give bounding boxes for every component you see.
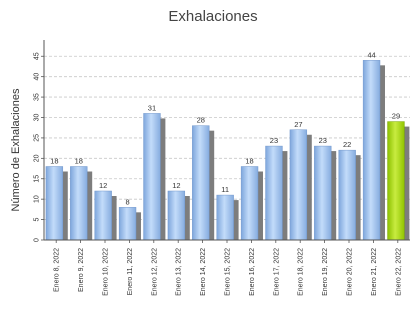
data-label: 27 [294, 120, 302, 129]
bars [45, 60, 410, 241]
data-label: 18 [245, 157, 253, 166]
data-label: 12 [172, 181, 180, 190]
bar [240, 166, 259, 241]
data-label: 22 [343, 140, 351, 149]
data-label: 8 [125, 197, 129, 206]
data-label: 12 [99, 181, 107, 190]
data-label: 29 [392, 112, 400, 121]
x-tick-label: Enero 13, 2022 [176, 248, 183, 296]
y-tick-label: 25 [34, 134, 41, 142]
x-tick-label: Enero 11, 2022 [127, 248, 134, 295]
x-tick-label: Enero 14, 2022 [200, 248, 207, 296]
bar [314, 145, 332, 241]
x-tick-label: Enero 17, 2022 [273, 248, 280, 296]
data-label: 28 [197, 116, 205, 125]
y-tick-label: 40 [34, 73, 41, 81]
bar [265, 145, 283, 241]
data-label: 31 [148, 103, 156, 112]
bar [289, 129, 308, 241]
chart-title: Exhalaciones [168, 8, 257, 25]
y-tick-label: 15 [34, 175, 41, 183]
bar [70, 166, 88, 241]
bar [167, 190, 186, 241]
x-tick-label: Enero 15, 2022 [225, 248, 232, 296]
x-tick-label: Enero 19, 2022 [322, 248, 329, 296]
x-tick-label: Enero 18, 2022 [298, 248, 305, 296]
data-label: 18 [75, 157, 83, 166]
y-axis-label: Número de Exhalaciones [10, 88, 22, 211]
x-tick-label: Enero 12, 2022 [151, 248, 158, 296]
y-tick-label: 30 [34, 114, 41, 122]
x-tick-label: Enero 21, 2022 [371, 248, 378, 296]
y-tick-label: 0 [34, 238, 41, 242]
x-tick-label: Enero 16, 2022 [249, 248, 256, 296]
bar [45, 166, 64, 241]
y-tick-label: 35 [34, 93, 41, 101]
x-tick-label: Enero 22, 2022 [395, 248, 402, 296]
y-tick-label: 45 [34, 52, 41, 60]
data-label: 11 [221, 185, 229, 194]
bar [143, 113, 161, 241]
bar [94, 190, 112, 241]
y-tick-label: 20 [34, 154, 41, 162]
y-tick-label: 5 [34, 218, 41, 222]
bar [362, 60, 381, 241]
bar [338, 149, 356, 241]
data-label: 44 [367, 50, 375, 59]
bar [192, 125, 210, 241]
data-label: 23 [319, 136, 327, 145]
bar [387, 121, 405, 241]
x-tick-label: Enero 10, 2022 [103, 248, 110, 296]
y-tick-label: 10 [34, 195, 41, 203]
x-axis-ticks: Enero 8, 2022 Enero 9, 2022 Enero 10, 2022… [54, 240, 402, 296]
data-labels: 18 18 12 8 31 12 28 11 18 23 27 23 22 44 29 [50, 50, 400, 206]
data-label: 18 [50, 157, 58, 166]
y-axis-ticks: 0 5 10 15 20 25 30 35 40 45 [34, 52, 44, 242]
data-label: 23 [270, 136, 278, 145]
x-tick-label: Enero 9, 2022 [78, 248, 85, 292]
bar [118, 207, 137, 241]
x-tick-label: Enero 8, 2022 [54, 248, 61, 292]
x-tick-label: Enero 20, 2022 [347, 248, 354, 296]
bar [216, 194, 234, 241]
